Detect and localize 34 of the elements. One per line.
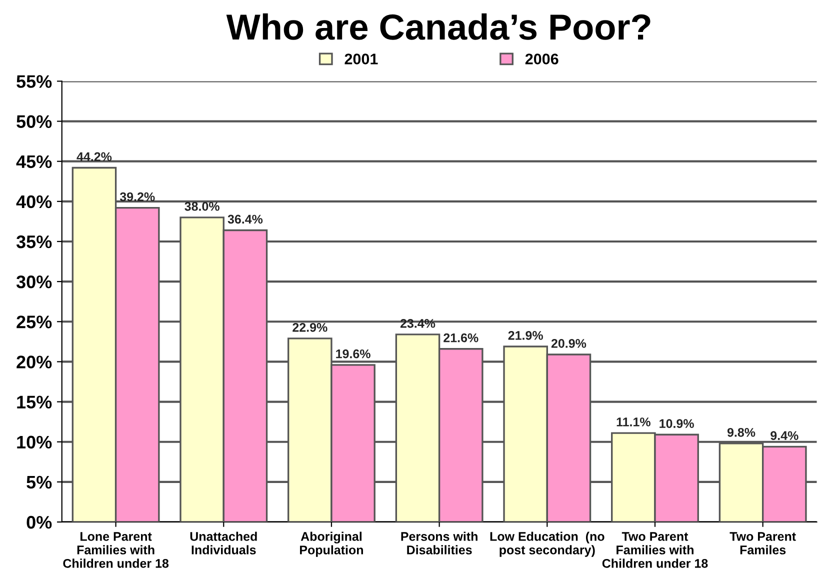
x-tick-label: Two Parent Familes	[730, 532, 796, 554]
y-tick-label: 40%	[16, 195, 52, 208]
data-label: 19.6%	[336, 349, 370, 358]
chart-title: Who are Canada’s Poor?	[226, 13, 650, 40]
data-label: 9.4%	[770, 431, 798, 440]
data-label: 21.9%	[508, 330, 543, 340]
y-tick-label: 15%	[17, 396, 52, 408]
data-label: 36.4%	[228, 214, 263, 224]
y-tick-label: 10%	[17, 436, 52, 449]
x-tick-label: Lone Parent Families with Children under 18	[63, 532, 169, 568]
y-tick-label: 5%	[26, 476, 52, 489]
y-tick-label: 50%	[16, 115, 52, 128]
y-tick-label: 35%	[16, 235, 52, 248]
data-label: 9.8%	[727, 428, 756, 437]
data-label: 10.9%	[660, 419, 694, 428]
y-tick-label: 30%	[16, 276, 52, 288]
data-label: 38.0%	[184, 202, 220, 211]
y-tick-label: 0%	[26, 516, 52, 529]
data-label: 20.9%	[551, 339, 586, 348]
x-tick-label: Aboriginal Population	[300, 532, 363, 557]
y-tick-label: 45%	[16, 155, 52, 168]
data-label: 22.9%	[292, 322, 328, 332]
y-tick-label: 55%	[16, 75, 52, 88]
data-label: 44.2%	[76, 152, 112, 162]
x-tick-label: Low Education (no post secondary)	[490, 532, 604, 557]
data-label: 39.2%	[120, 192, 155, 202]
legend-label: 2006	[525, 54, 558, 64]
y-tick-label: 20%	[16, 356, 52, 368]
data-label: 11.1%	[616, 418, 650, 426]
legend-label: 2001	[344, 54, 378, 64]
data-label: 21.6%	[444, 333, 478, 342]
x-tick-label: Unattached Individuals	[190, 532, 257, 554]
x-tick-label: Persons with Disabilities	[401, 532, 478, 554]
y-tick-label: 25%	[16, 316, 52, 328]
